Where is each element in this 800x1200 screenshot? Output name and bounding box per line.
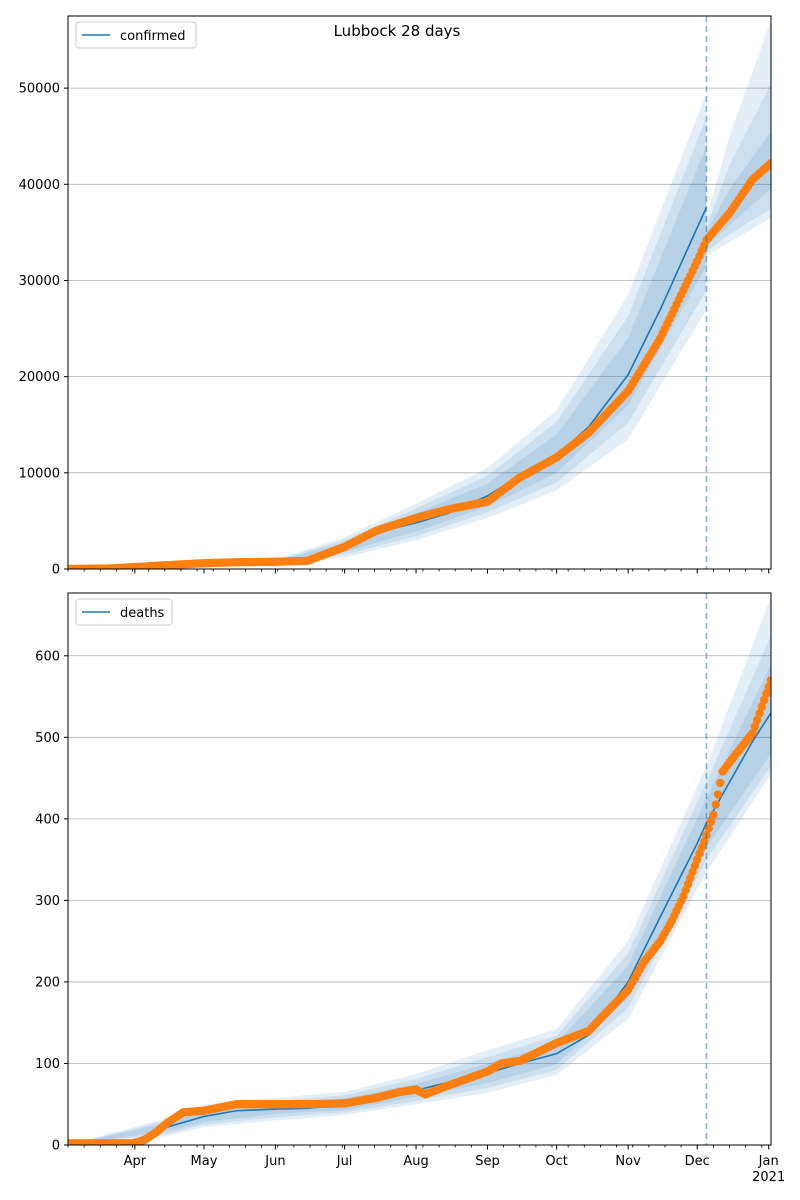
observed-point xyxy=(759,695,769,705)
x-tick-label: Jul xyxy=(336,1154,353,1169)
legend-box xyxy=(75,21,197,49)
observed-point xyxy=(748,729,757,738)
confirmed-panel: 0 10000 20000 30000 40000 50000 confirmed xyxy=(19,15,772,578)
y-tick-label: 600 xyxy=(35,649,60,664)
observed-point xyxy=(762,689,771,698)
observed-point xyxy=(752,715,762,725)
plot-area xyxy=(68,597,771,1145)
legend-box xyxy=(75,598,173,626)
x-tick-label: Oct xyxy=(545,1154,567,1169)
confidence-band xyxy=(68,635,771,1145)
axes-frame xyxy=(67,592,772,1146)
confidence-band xyxy=(68,597,771,1145)
figure-title: Lubbock 28 days xyxy=(334,22,461,40)
confidence-band xyxy=(706,20,771,257)
observed-point xyxy=(766,676,771,685)
x-tick-label: Jan xyxy=(758,1154,779,1169)
observed-point xyxy=(713,790,723,799)
x-tick-label: Aug xyxy=(403,1154,428,1169)
legend-label: deaths xyxy=(120,606,165,621)
confidence-band xyxy=(68,116,707,569)
y-tick-label: 100 xyxy=(35,1057,60,1072)
y-tick-label: 30000 xyxy=(19,274,60,289)
axes-frame xyxy=(67,15,772,570)
observed-point xyxy=(711,800,720,809)
y-tick-label: 0 xyxy=(52,1139,60,1154)
y-tick-label: 20000 xyxy=(19,370,60,385)
y-tick-label: 50000 xyxy=(19,82,60,97)
y-tick-label: 500 xyxy=(35,731,60,746)
confidence-band xyxy=(706,83,771,252)
observed-point xyxy=(750,722,760,731)
legend-label: confirmed xyxy=(120,29,186,44)
observed-point xyxy=(764,682,771,692)
y-tick-label: 0 xyxy=(52,563,60,578)
y-tick-label: 10000 xyxy=(19,466,60,481)
legend: deaths xyxy=(75,598,173,626)
observed-point xyxy=(706,817,716,826)
observed-point xyxy=(757,702,766,711)
x-tick-label: Dec xyxy=(685,1154,710,1169)
deaths-panel: 0 100 200 300 400 500 600 Apr May Jun Jul Aug Sep Oct… xyxy=(35,592,785,1185)
x-tick-label: Apr xyxy=(124,1154,147,1169)
x-tick-label: Sep xyxy=(475,1154,500,1169)
legend: confirmed xyxy=(75,21,197,49)
observed-point xyxy=(766,158,771,168)
plot-area xyxy=(68,20,771,569)
observed-point xyxy=(709,810,718,819)
x-tick-label: May xyxy=(191,1154,218,1169)
x-tick-label: Jun xyxy=(264,1154,285,1169)
y-tick-label: 40000 xyxy=(19,178,60,193)
x-tick-label: Nov xyxy=(615,1154,641,1169)
confidence-band xyxy=(68,92,707,569)
y-tick-label: 400 xyxy=(35,812,60,827)
x-year-label: 2021 xyxy=(752,1170,785,1185)
y-tick-label: 200 xyxy=(35,975,60,990)
y-tick-label: 300 xyxy=(35,894,60,909)
observed-point xyxy=(755,709,764,718)
observed-point xyxy=(716,778,725,788)
